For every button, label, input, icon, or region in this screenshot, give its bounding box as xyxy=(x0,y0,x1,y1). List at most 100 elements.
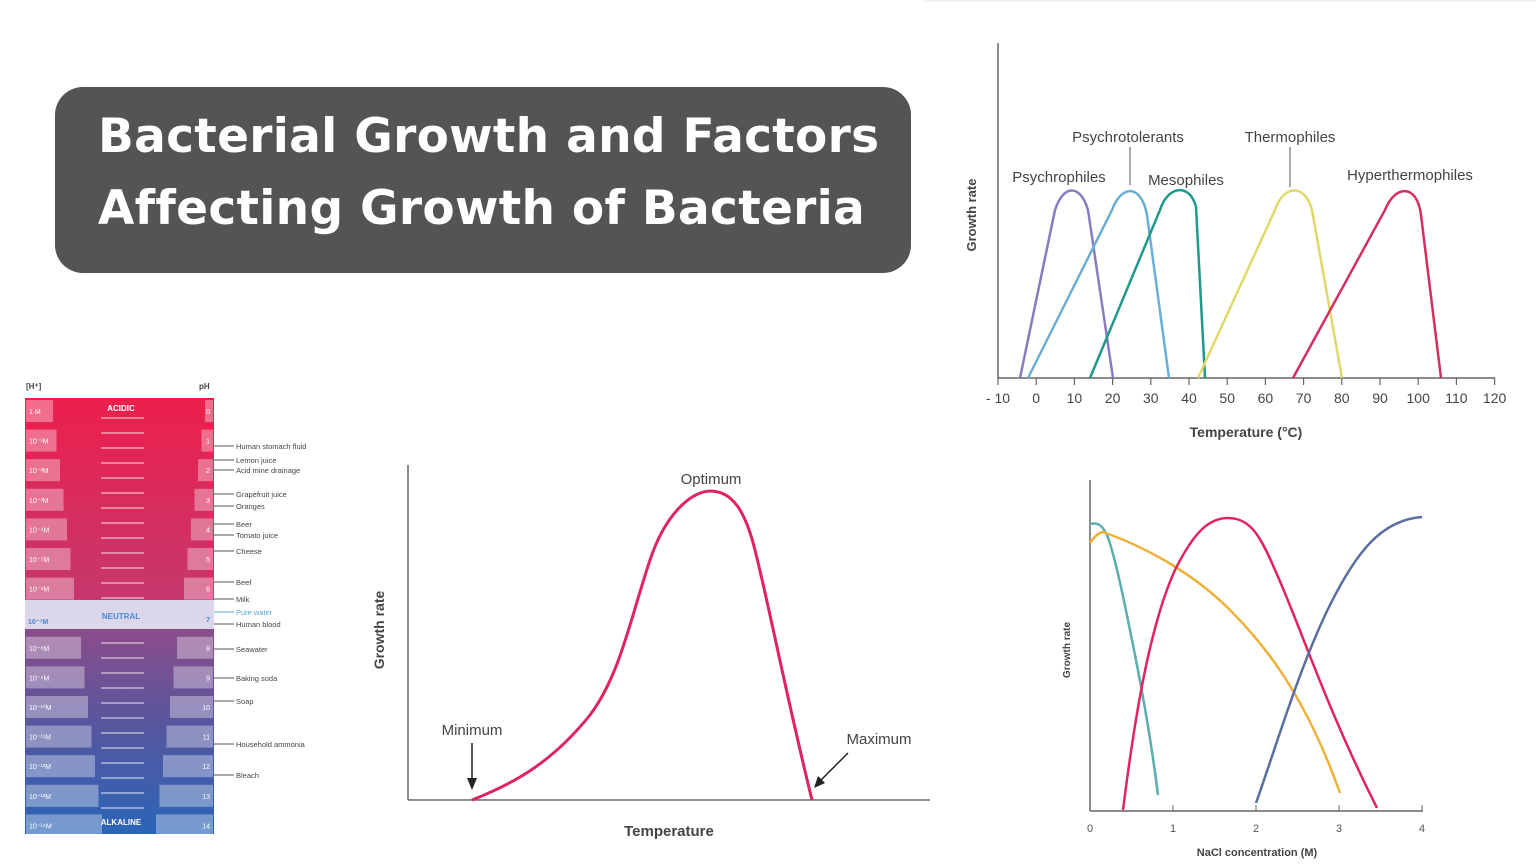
y-axis-label: Growth rate xyxy=(371,591,387,670)
ph-conc-label: 10⁻¹²M xyxy=(29,764,51,771)
ph-value-box xyxy=(166,725,213,748)
ph-value-box xyxy=(191,518,213,541)
ph-example-label: Beer xyxy=(236,520,252,529)
ph-conc-label: 10⁻¹⁴M xyxy=(29,823,52,830)
ph-conc-box xyxy=(26,755,95,778)
ph-conc-box xyxy=(26,725,92,748)
ph-header-h: [H⁺] xyxy=(26,382,42,391)
ph-conc-box xyxy=(26,518,67,541)
ph-conc-box xyxy=(26,577,74,600)
ph-conc-box xyxy=(26,488,64,511)
ph-example-label: Cheese xyxy=(236,547,262,556)
mesophiles-label: Mesophiles xyxy=(1148,172,1224,189)
extreme-halophile-curve xyxy=(1254,515,1423,804)
ph-header-ph: pH xyxy=(199,382,210,391)
ph-example-label: Milk xyxy=(236,595,250,604)
y-axis-label: Growth rate xyxy=(964,179,979,252)
ph-example-label: Acid mine drainage xyxy=(236,466,300,475)
ph-value-label: 11 xyxy=(203,735,210,742)
x-tick-label: 50 xyxy=(1219,390,1235,406)
x-tick-label: 110 xyxy=(1445,390,1468,406)
ph-value-box xyxy=(184,577,213,600)
x-tick-label: - 10 xyxy=(986,390,1010,406)
x-tick-label: 120 xyxy=(1483,390,1507,406)
neutral-label: NEUTRAL xyxy=(102,612,140,621)
x-axis-ticks: 0 1 2 3 4 xyxy=(1087,805,1425,835)
x-tick-label: 30 xyxy=(1143,390,1159,406)
thermophiles-curve xyxy=(1196,189,1344,379)
ph-value-label: 6 xyxy=(206,587,210,594)
ph-value-box xyxy=(187,548,213,570)
ph-value-label: 4 xyxy=(206,527,210,534)
ph-value-box xyxy=(163,755,213,778)
x-tick-label: 70 xyxy=(1296,390,1312,406)
ph-value-box xyxy=(159,784,213,807)
minimum-label: Minimum xyxy=(442,722,503,739)
ph-conc-label: 10⁻⁵M xyxy=(29,557,49,564)
hyperthermophiles-label: Hyperthermophiles xyxy=(1347,167,1473,184)
ph-value-box xyxy=(194,488,213,511)
ph-conc-label: 10⁻²M xyxy=(29,468,49,475)
halotolerant-curve xyxy=(1088,530,1342,794)
ph-conc-box xyxy=(26,548,71,570)
halophile-curve xyxy=(1121,516,1379,811)
ph-example-label: Household ammonia xyxy=(236,740,306,749)
ph-value-label: 1 xyxy=(206,439,210,446)
growth-curve xyxy=(471,489,814,802)
x-axis-ticks: - 10 0 10 20 30 40 50 60 70 80 90 100 110 120 xyxy=(986,378,1507,406)
ph-value-label: 0 xyxy=(206,409,210,416)
ph-example-label: Baking soda xyxy=(236,674,278,683)
ph-conc-label: 10⁻³M xyxy=(29,498,49,505)
ph-conc-box xyxy=(26,666,85,689)
ph-conc-box xyxy=(26,429,57,452)
optimum-label: Optimum xyxy=(681,471,742,488)
x-tick-label: 3 xyxy=(1336,823,1342,835)
x-tick-label: 2 xyxy=(1253,823,1259,835)
title-line-1: Bacterial Growth and Factors xyxy=(98,109,880,164)
x-axis-label: NaCl concentration (M) xyxy=(1197,847,1318,859)
ph-conc-box xyxy=(26,696,88,718)
ph-conc-label: 10⁻⁹M xyxy=(29,675,49,682)
ph-value-label: 10 xyxy=(202,705,210,712)
ph-value-label: 7 xyxy=(206,617,210,624)
ph-example-label: Beef xyxy=(236,578,252,587)
title-banner: Bacterial Growth and Factors Affecting G… xyxy=(55,87,911,273)
thermophiles-label: Thermophiles xyxy=(1245,129,1336,146)
ph-value-box xyxy=(198,459,213,482)
mesophiles-curve xyxy=(1088,188,1207,379)
ph-example-label: Grapefruit juice xyxy=(236,490,287,499)
ph-scale-chart: [H⁺] pH 1 M 0 10⁻¹M 1 10⁻²M 2 10⁻³M 3 10⁻⁴M 4 10⁻⁵… xyxy=(25,382,306,837)
cardinal-temperature-chart: Optimum Minimum Maximum Temperature Grow… xyxy=(371,465,930,840)
title-line-2: Affecting Growth of Bacteria xyxy=(98,181,866,236)
x-tick-label: 0 xyxy=(1032,390,1040,406)
ph-example-label: Human blood xyxy=(236,620,281,629)
temperature-classes-chart: - 10 0 10 20 30 40 50 60 70 80 90 100 110 120 Psychro… xyxy=(964,43,1507,440)
ph-rows: 1 M 0 10⁻¹M 1 10⁻²M 2 10⁻³M 3 10⁻⁴M 4 10⁻⁵M 5 10⁻⁶M 6… xyxy=(26,400,213,837)
ph-value-label: 12 xyxy=(202,764,210,771)
ph-conc-label: 10⁻⁷M xyxy=(28,619,48,626)
x-tick-label: 4 xyxy=(1419,823,1425,835)
maximum-arrow-head-icon xyxy=(814,776,825,788)
x-tick-label: 40 xyxy=(1181,390,1197,406)
hyperthermophiles-curve xyxy=(1291,189,1443,379)
ph-example-label: Soap xyxy=(236,697,254,706)
acidic-label: ACIDIC xyxy=(107,404,135,413)
ph-conc-label: 10⁻⁸M xyxy=(29,646,49,653)
psychrophiles-curve xyxy=(1018,189,1115,379)
ph-value-label: 13 xyxy=(202,794,210,801)
ph-value-label: 14 xyxy=(202,823,210,830)
ph-value-label: 3 xyxy=(206,498,210,505)
ph-conc-box xyxy=(26,459,60,482)
ph-example-label: Tomato juice xyxy=(236,531,278,540)
ph-value-label: 9 xyxy=(206,675,210,682)
acidic-band xyxy=(25,398,214,600)
nacl-chart: 0 1 2 3 4 NaCl concentration (M) Growth rate xyxy=(1062,480,1425,859)
x-tick-label: 60 xyxy=(1258,390,1274,406)
ph-example-label: Oranges xyxy=(236,502,265,511)
psychrotolerants-curve xyxy=(1026,190,1171,379)
ph-value-label: 5 xyxy=(206,557,210,564)
ph-value-box xyxy=(201,429,213,452)
ph-example-label: Seawater xyxy=(236,645,268,654)
x-tick-label: 90 xyxy=(1372,390,1388,406)
ph-conc-label: 10⁻¹³M xyxy=(29,794,51,801)
